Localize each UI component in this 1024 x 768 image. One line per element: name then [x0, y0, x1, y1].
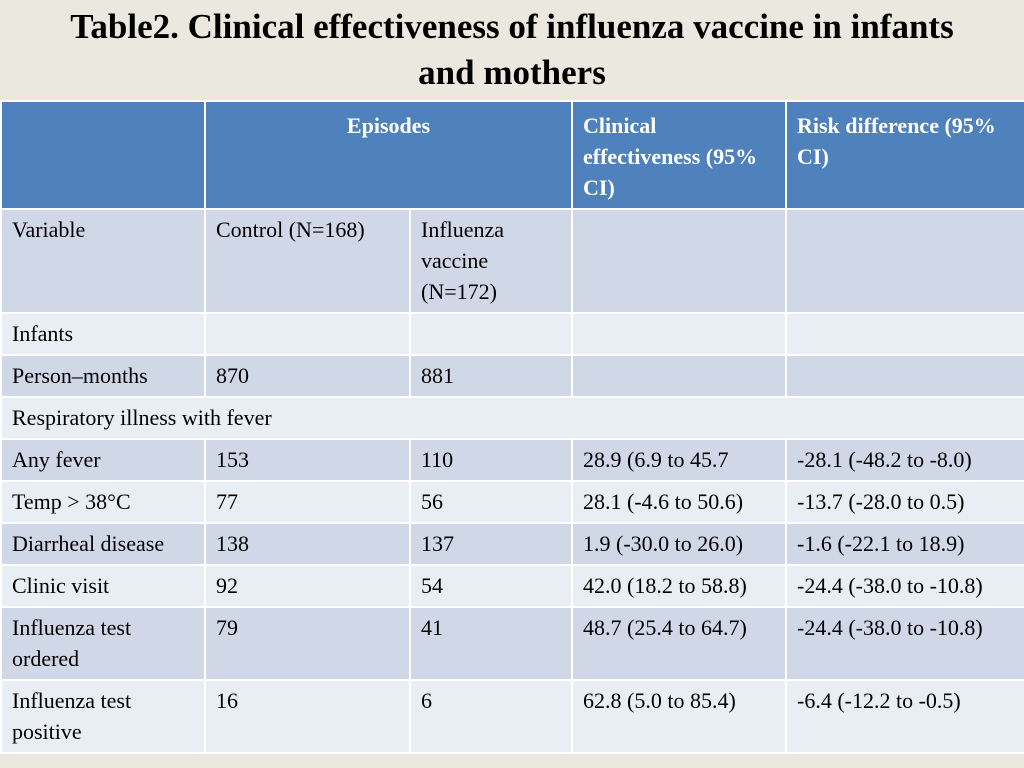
cell-control: 16	[204, 679, 411, 754]
cell-vaccine: 54	[409, 564, 573, 608]
subheader-row: Variable Control (N=168) Influenza vacci…	[0, 208, 1024, 314]
table-row: Temp > 38°C 77 56 28.1 (-4.6 to 50.6) -1…	[0, 480, 1024, 524]
cell-vaccine: 110	[409, 438, 573, 482]
table-row: Clinic visit 92 54 42.0 (18.2 to 58.8) -…	[0, 564, 1024, 608]
table-header-row: Episodes Clinical effectiveness (95% CI)…	[0, 100, 1024, 210]
header-episodes: Episodes	[204, 100, 573, 210]
subheader-effectiveness	[571, 208, 787, 314]
cell-risk	[785, 354, 1024, 398]
cell-effectiveness: 48.7 (25.4 to 64.7)	[571, 606, 787, 681]
header-risk-difference: Risk difference (95% CI)	[785, 100, 1024, 210]
cell-label: Influenza test positive	[0, 679, 206, 754]
cell-label: Temp > 38°C	[0, 480, 206, 524]
cell-control: 153	[204, 438, 411, 482]
cell-risk: -13.7 (-28.0 to 0.5)	[785, 480, 1024, 524]
cell-effectiveness: 28.9 (6.9 to 45.7	[571, 438, 787, 482]
cell-vaccine: 6	[409, 679, 573, 754]
cell-effectiveness: 1.9 (-30.0 to 26.0)	[571, 522, 787, 566]
cell-control: 92	[204, 564, 411, 608]
cell-effectiveness: 42.0 (18.2 to 58.8)	[571, 564, 787, 608]
cell-vaccine: 41	[409, 606, 573, 681]
section-row-respiratory: Respiratory illness with fever	[0, 396, 1024, 440]
subheader-variable: Variable	[0, 208, 206, 314]
cell-effectiveness	[571, 354, 787, 398]
effectiveness-table: Episodes Clinical effectiveness (95% CI)…	[0, 100, 1024, 754]
subheader-control: Control (N=168)	[204, 208, 411, 314]
table-row: Diarrheal disease 138 137 1.9 (-30.0 to …	[0, 522, 1024, 566]
cell-vaccine: 881	[409, 354, 573, 398]
subheader-risk	[785, 208, 1024, 314]
cell-effectiveness: 28.1 (-4.6 to 50.6)	[571, 480, 787, 524]
section-row-infants: Infants	[0, 312, 1024, 356]
slide-title: Table2. Clinical effectiveness of influe…	[70, 7, 954, 92]
cell-label: Diarrheal disease	[0, 522, 206, 566]
cell-control: 870	[204, 354, 411, 398]
cell-risk: -28.1 (-48.2 to -8.0)	[785, 438, 1024, 482]
cell-control: 79	[204, 606, 411, 681]
cell-label: Any fever	[0, 438, 206, 482]
cell-effectiveness: 62.8 (5.0 to 85.4)	[571, 679, 787, 754]
header-blank-cell	[0, 100, 206, 210]
cell-label: Influenza test ordered	[0, 606, 206, 681]
cell-risk: -6.4 (-12.2 to -0.5)	[785, 679, 1024, 754]
header-clinical-effectiveness: Clinical effectiveness (95% CI)	[571, 100, 787, 210]
table-row: Influenza test ordered 79 41 48.7 (25.4 …	[0, 606, 1024, 681]
table-row-person-months: Person–months 870 881	[0, 354, 1024, 398]
section-label-infants: Infants	[0, 312, 206, 356]
cell-label: Person–months	[0, 354, 206, 398]
table-row: Any fever 153 110 28.9 (6.9 to 45.7 -28.…	[0, 438, 1024, 482]
cell-control: 138	[204, 522, 411, 566]
cell-control: 77	[204, 480, 411, 524]
table-row: Influenza test positive 16 6 62.8 (5.0 t…	[0, 679, 1024, 754]
cell-risk: -1.6 (-22.1 to 18.9)	[785, 522, 1024, 566]
subheader-vaccine: Influenza vaccine (N=172)	[409, 208, 573, 314]
cell-risk: -24.4 (-38.0 to -10.8)	[785, 564, 1024, 608]
cell-vaccine: 137	[409, 522, 573, 566]
cell-vaccine: 56	[409, 480, 573, 524]
section-label-respiratory: Respiratory illness with fever	[0, 396, 1024, 440]
cell-risk: -24.4 (-38.0 to -10.8)	[785, 606, 1024, 681]
cell-label: Clinic visit	[0, 564, 206, 608]
